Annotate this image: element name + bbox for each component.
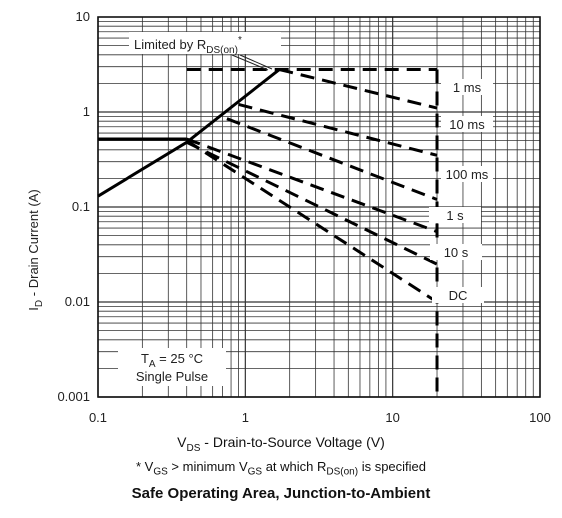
series-1-s [186,137,438,234]
series-label-bg [441,79,493,95]
svg-text:Limited by RDS(on)*: Limited by RDS(on)* [134,35,242,56]
plot-frame [97,16,541,398]
series-label: 1 s [446,208,464,223]
series-10-ms [238,103,438,157]
limited-annotation: Limited by RDS(on)* [129,32,281,71]
series-1-ms [278,68,438,110]
series-label-bg [432,287,484,303]
y-tick-label: 0.01 [65,294,90,309]
series-10-s [186,140,438,266]
x-tick-label: 1 [242,410,249,425]
footnote: * VGS > minimum VGS at which RDS(on) is … [136,459,426,478]
svg-text:TA = 25 °C: TA = 25 °C [141,351,203,370]
conditions-annotation: TA = 25 °C Single Pulse [118,348,226,386]
x-tick-label: 10 [385,410,399,425]
x-tick-label: 100 [529,410,551,425]
series-label: DC [449,288,468,303]
series-100-ms [226,117,438,201]
y-tick-label: 1 [83,104,90,119]
svg-text:Single Pulse: Single Pulse [136,369,208,384]
series-layer: 1 ms 10 ms 100 ms 1 s 10 s DC [97,68,493,397]
series-label: 1 ms [453,80,482,95]
series-label-bg [441,116,493,132]
y-tick-label: 0.001 [57,389,90,404]
series-label: 100 ms [446,167,489,182]
x-tick-label: 0.1 [89,410,107,425]
tick-labels: 0.1 1 10 100 10 1 0.1 0.01 0.001 [57,9,550,425]
x-axis-label: VDS - Drain-to-Source Voltage (V) [177,434,385,454]
y-tick-label: 10 [76,9,90,24]
series-label-bg [430,244,482,260]
series-label-bg [429,207,481,223]
y-tick-label: 0.1 [72,199,90,214]
series-label: 10 ms [449,117,485,132]
series-label: 10 s [444,245,469,260]
y-axis-label: ID - Drain Current (A) [26,189,45,310]
series-dc [185,139,438,304]
chart-title: Safe Operating Area, Junction-to-Ambient [131,485,431,502]
series-label-bg [441,166,493,182]
